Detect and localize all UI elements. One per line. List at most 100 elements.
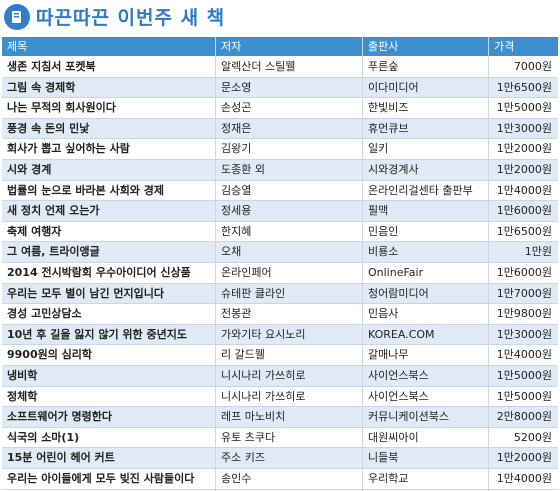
book-publisher: 시와경계사 [368, 163, 419, 176]
table-row[interactable]: 우리는 아이들에게 모두 빚진 사람들이다 송인수 우리학교 1만4000원 [2, 469, 558, 490]
book-price: 2만8000원 [496, 410, 552, 424]
book-title: 우리는 모두 별이 남긴 먼지입니다 [7, 286, 164, 300]
table-header: 제목 저자 출판사 가격 [2, 37, 558, 56]
book-price: 1만5000원 [496, 101, 552, 115]
book-title: 10년 후 길을 잃지 않기 위한 중년지도 [7, 327, 187, 341]
table-row[interactable]: 정체학 니시나리 가쓰히로 사이언스북스 1만5000원 [2, 387, 558, 408]
book-title: 축제 여행자 [7, 224, 62, 238]
book-publisher: KOREA.COM [368, 327, 435, 341]
table-row[interactable]: 시와 경계 도종환 외 시와경계사 1만2000원 [2, 160, 558, 181]
book-publisher: 온라인리걸센타 출판부 [368, 183, 473, 197]
book-author: 오채 [221, 245, 242, 259]
book-price: 1만2000원 [496, 142, 552, 156]
column-header-price: 가격 [494, 40, 515, 53]
book-author: 한지혜 [221, 224, 252, 238]
book-publisher: 휴먼큐브 [368, 121, 409, 135]
book-author: 김왕기 [221, 142, 252, 156]
book-title: 경성 고민상담소 [7, 307, 82, 321]
book-title: 그림 속 경제학 [7, 80, 76, 94]
column-header-publisher: 출판사 [368, 40, 399, 53]
table-row[interactable]: 2014 전시박람회 우수아이디어 신상품 온라인페어 OnlineFair 1만60… [2, 263, 558, 284]
book-publisher: 한빛비즈 [368, 101, 409, 115]
table-row[interactable]: 축제 여행자 한지혜 민음인 1만6500원 [2, 222, 558, 243]
book-price: 1만6500원 [496, 80, 552, 94]
book-publisher: 사이언스북스 [368, 389, 429, 403]
book-publisher: 비룡소 [368, 245, 399, 259]
book-author: 온라인페어 [221, 266, 272, 279]
book-author: 가와기타 요시노리 [221, 327, 306, 341]
book-author: 김승열 [221, 183, 252, 197]
book-price: 1만2000원 [496, 163, 552, 176]
book-author: 도종환 외 [221, 163, 265, 176]
table-row[interactable]: 경성 고민상담소 전봉관 민음사 1만9800원 [2, 304, 558, 325]
book-price: 1만6000원 [496, 204, 552, 218]
book-price: 5200원 [513, 430, 552, 444]
book-price: 1만4000원 [496, 348, 552, 362]
table-row[interactable]: 법률의 눈으로 바라본 사회와 경제 김승열 온라인리걸센타 출판부 1만4000원 [2, 181, 558, 202]
book-publisher: 사이언스북스 [368, 369, 429, 382]
book-title: 생존 지침서 포켓북 [7, 60, 96, 73]
book-title: 식국의 소마(1) [7, 430, 80, 444]
book-author: 레프 마노비치 [221, 410, 286, 424]
table-row[interactable]: 15분 어린이 헤어 커트 주소 키즈 니들북 1만2000원 [2, 448, 558, 469]
table-row[interactable]: 풍경 속 돈의 민낯 정재은 휴먼큐브 1만3000원 [2, 118, 558, 140]
column-header-author: 저자 [221, 40, 242, 53]
table-row[interactable]: 10년 후 길을 잃지 않기 위한 중년지도 가와기타 요시노리 KOREA.COM… [2, 324, 558, 346]
table-row[interactable]: 우리는 모두 별이 남긴 먼지입니다 슈테판 클라인 청어람미디어 1만7000원 [2, 283, 558, 305]
book-price: 1만원 [524, 245, 552, 259]
book-title: 15분 어린이 헤어 커트 [7, 451, 115, 465]
book-price: 1만6500원 [496, 224, 552, 238]
book-price: 1만3000원 [496, 121, 552, 135]
book-title: 소프트웨어가 명령한다 [7, 410, 113, 424]
book-title: 냉비학 [7, 369, 38, 382]
table-row[interactable]: 회사가 뽑고 싶어하는 사람 김왕기 일키 1만2000원 [2, 139, 558, 160]
book-author: 전봉관 [221, 307, 252, 321]
book-price: 1만6000원 [496, 266, 552, 279]
book-title: 9900원의 심리학 [7, 348, 93, 362]
book-price: 1만3000원 [496, 327, 552, 341]
book-title: 그 여름, 트라이앵글 [7, 245, 100, 259]
book-publisher: 필맥 [368, 204, 389, 218]
book-author: 정재은 [221, 121, 252, 135]
book-price: 1만5000원 [496, 389, 552, 403]
book-price: 1만5000원 [496, 369, 552, 382]
column-divider [488, 37, 489, 491]
book-price: 1만2000원 [496, 451, 552, 465]
book-price: 1만9800원 [496, 307, 552, 321]
book-publisher: 민음사 [368, 307, 399, 321]
table-row[interactable]: 그 여름, 트라이앵글 오채 비룡소 1만원 [2, 242, 558, 263]
book-price: 1만4000원 [496, 472, 552, 485]
table-row[interactable]: 식국의 소마(1) 유토 츠쿠다 대원씨아이 5200원 [2, 428, 558, 449]
column-divider [215, 37, 216, 491]
table-row[interactable]: 9900원의 심리학 리 갈드웰 갈매나무 1만4000원 [2, 345, 558, 366]
book-publisher: 청어람미디어 [368, 286, 429, 300]
book-publisher: 이다미디어 [368, 80, 419, 94]
book-price: 1만4000원 [496, 183, 552, 197]
book-price: 7000원 [513, 60, 552, 73]
table-row[interactable]: 생존 지침서 포켓북 알렉산더 스틸웰 푸른숲 7000원 [2, 57, 558, 78]
table-row[interactable]: 나는 무적의 회사원이다 손성곤 한빛비즈 1만5000원 [2, 98, 558, 119]
table-row[interactable]: 소프트웨어가 명령한다 레프 마노비치 커뮤니케이션북스 2만8000원 [2, 407, 558, 428]
book-author: 알렉산더 스틸웰 [221, 60, 296, 73]
book-publisher: 커뮤니케이션북스 [368, 410, 449, 424]
header: 따끈따끈 이번주 새 책 [0, 0, 560, 36]
book-author: 리 갈드웰 [221, 348, 265, 362]
table-row[interactable]: 새 정치 언제 오는가 정세용 필맥 1만6000원 [2, 201, 558, 222]
table-row[interactable]: 그림 속 경제학 문소영 이다미디어 1만6500원 [2, 77, 558, 99]
book-author: 송인수 [221, 472, 252, 485]
book-author: 손성곤 [221, 101, 252, 115]
book-publisher: 일키 [368, 142, 389, 156]
book-author: 슈테판 클라인 [221, 286, 286, 300]
book-publisher: 우리학교 [368, 472, 409, 485]
book-title: 회사가 뽑고 싶어하는 사람 [7, 142, 130, 156]
book-title: 시와 경계 [7, 163, 52, 176]
book-title: 우리는 아이들에게 모두 빚진 사람들이다 [7, 472, 195, 485]
book-author: 문소영 [221, 80, 252, 94]
page-title: 따끈따끈 이번주 새 책 [36, 7, 226, 29]
book-title: 법률의 눈으로 바라본 사회와 경제 [7, 183, 164, 197]
table-row[interactable]: 냉비학 니시나리 가쓰히로 사이언스북스 1만5000원 [2, 366, 558, 387]
book-title: 2014 전시박람회 우수아이디어 신상품 [7, 266, 191, 279]
book-title: 풍경 속 돈의 민낯 [7, 121, 90, 135]
book-title: 나는 무적의 회사원이다 [7, 101, 116, 115]
book-publisher: 민음인 [368, 224, 399, 238]
